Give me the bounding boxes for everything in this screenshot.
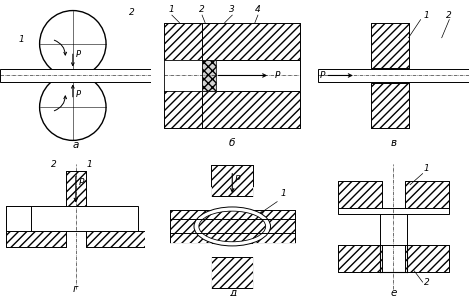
Bar bbox=[338, 181, 383, 208]
Bar bbox=[170, 210, 211, 243]
Bar bbox=[202, 23, 300, 60]
Bar bbox=[6, 205, 31, 231]
Bar bbox=[404, 244, 449, 272]
Text: д: д bbox=[228, 288, 236, 296]
Bar bbox=[164, 23, 202, 128]
Text: $P_{тр}$: $P_{тр}$ bbox=[115, 69, 128, 82]
Text: P: P bbox=[319, 72, 325, 81]
Text: б: б bbox=[229, 139, 236, 148]
Text: P: P bbox=[76, 90, 81, 99]
Bar bbox=[211, 210, 253, 243]
Bar bbox=[338, 208, 449, 214]
Text: 1: 1 bbox=[18, 35, 24, 44]
Text: 2: 2 bbox=[199, 5, 205, 14]
Bar bbox=[338, 244, 383, 272]
Bar bbox=[371, 23, 409, 68]
Text: а: а bbox=[73, 140, 79, 150]
Text: 2: 2 bbox=[51, 160, 56, 169]
Bar bbox=[211, 210, 253, 243]
Text: 3: 3 bbox=[229, 5, 235, 14]
Text: 2: 2 bbox=[128, 8, 135, 17]
Bar bbox=[371, 83, 409, 128]
Text: 1: 1 bbox=[424, 11, 429, 20]
Bar bbox=[253, 210, 295, 243]
Bar bbox=[404, 181, 449, 208]
Bar bbox=[164, 60, 202, 91]
Bar bbox=[164, 23, 202, 128]
Bar bbox=[253, 243, 295, 288]
Text: в: в bbox=[391, 139, 396, 148]
Bar bbox=[86, 231, 146, 247]
Bar bbox=[202, 60, 216, 91]
Text: P: P bbox=[76, 50, 81, 59]
Bar bbox=[66, 171, 86, 205]
Text: 2: 2 bbox=[446, 11, 452, 20]
Ellipse shape bbox=[199, 211, 265, 242]
Text: 1: 1 bbox=[424, 164, 430, 173]
Text: P: P bbox=[274, 72, 280, 81]
Bar bbox=[0, 70, 151, 81]
Bar bbox=[170, 210, 211, 243]
Ellipse shape bbox=[194, 207, 271, 246]
Bar bbox=[253, 187, 295, 196]
Bar bbox=[6, 231, 66, 247]
Bar bbox=[338, 181, 383, 208]
Text: 1: 1 bbox=[87, 160, 93, 169]
Bar bbox=[202, 60, 300, 91]
Text: P: P bbox=[396, 217, 401, 226]
Text: г: г bbox=[73, 284, 79, 294]
Bar bbox=[86, 231, 146, 247]
Text: P: P bbox=[79, 178, 84, 187]
Bar bbox=[211, 257, 253, 288]
Text: 1: 1 bbox=[281, 189, 287, 198]
Text: 1: 1 bbox=[169, 5, 174, 14]
Text: P: P bbox=[235, 175, 240, 184]
Bar bbox=[371, 83, 409, 128]
Bar bbox=[13, 205, 138, 231]
Bar bbox=[170, 243, 211, 288]
Text: 2: 2 bbox=[424, 278, 430, 287]
Bar bbox=[253, 210, 295, 243]
Bar bbox=[380, 208, 407, 244]
Bar bbox=[404, 244, 449, 272]
Bar bbox=[6, 231, 66, 247]
Text: 4: 4 bbox=[255, 5, 261, 14]
Bar bbox=[202, 91, 300, 128]
Bar bbox=[211, 165, 253, 196]
Bar bbox=[211, 257, 253, 288]
Bar bbox=[371, 23, 409, 68]
Bar bbox=[318, 70, 469, 81]
Bar bbox=[170, 187, 211, 196]
Bar bbox=[338, 244, 383, 272]
Bar bbox=[202, 23, 300, 60]
Bar bbox=[404, 181, 449, 208]
Bar bbox=[66, 171, 86, 205]
Text: е: е bbox=[390, 288, 397, 296]
Bar bbox=[202, 91, 300, 128]
Bar bbox=[211, 165, 253, 196]
